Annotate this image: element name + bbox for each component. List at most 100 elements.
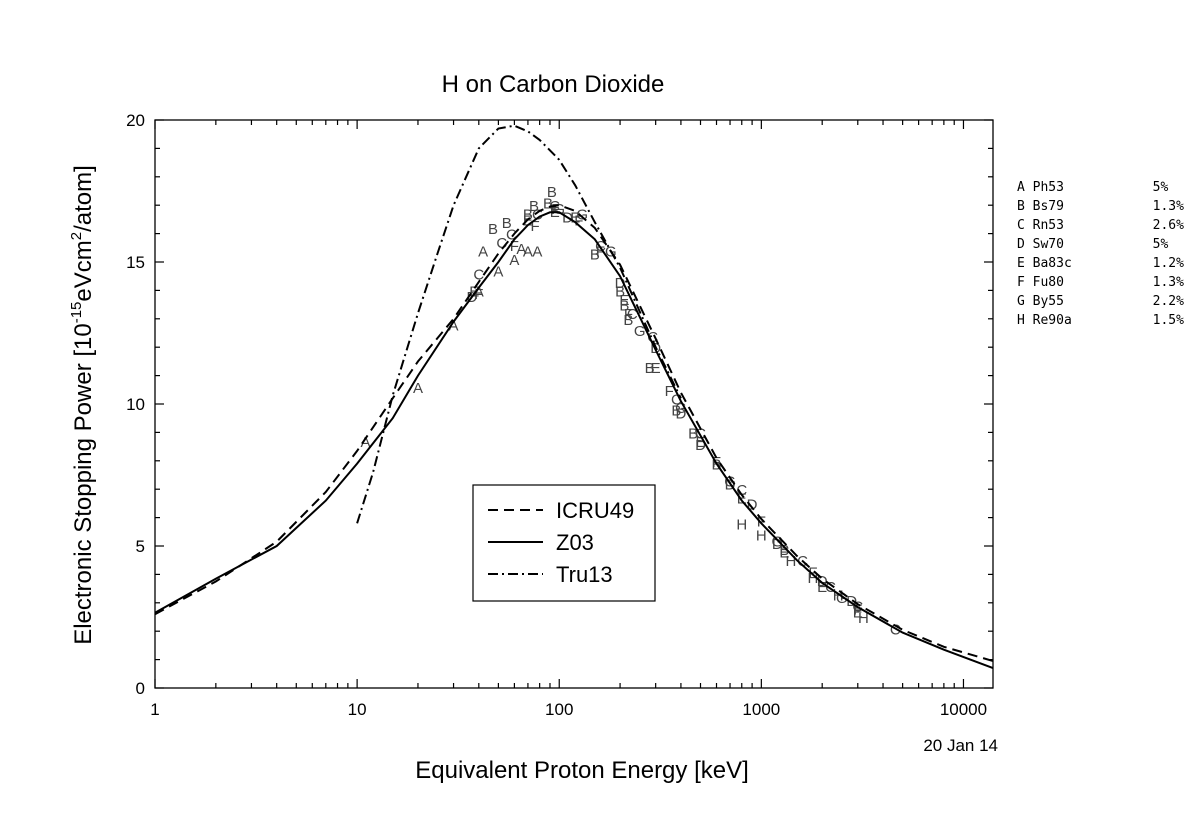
reference-row: F Fu80 1.3%	[1017, 275, 1184, 290]
data-point-c: C	[627, 306, 638, 323]
data-point-b: B	[547, 184, 557, 201]
reference-row: D Sw70 5%	[1017, 237, 1169, 252]
data-point-f: F	[808, 565, 817, 582]
y-tick-label: 20	[126, 111, 145, 130]
data-point-c: C	[890, 621, 901, 638]
data-point-f: F	[531, 218, 540, 235]
data-point-b: B	[529, 198, 539, 215]
y-tick-label: 10	[126, 395, 145, 414]
data-point-h: H	[808, 570, 819, 587]
axis-tick-labels: 1 10 100 1000 10000 0 5 10 15 20	[126, 111, 987, 719]
data-point-f: F	[551, 201, 560, 218]
y-axis-label-exp2: 2	[68, 232, 85, 240]
axis-ticks	[154, 119, 993, 689]
theory-curves	[154, 124, 994, 670]
plot-frame	[154, 119, 994, 689]
data-point-d: D	[846, 593, 857, 610]
data-point-g: G	[634, 323, 646, 340]
data-point-d: D	[695, 437, 706, 454]
data-point-b: B	[502, 215, 512, 232]
data-point-a: A	[413, 380, 423, 397]
legend-label-tru13: Tru13	[556, 562, 613, 587]
data-point-g: G	[675, 400, 687, 417]
data-point-e: E	[570, 210, 580, 227]
curve-tru13	[356, 124, 682, 524]
data-point-h: H	[736, 516, 747, 533]
data-point-f: F	[665, 383, 674, 400]
x-axis-label: Equivalent Proton Energy [keV]	[415, 757, 749, 784]
data-point-g: G	[772, 533, 784, 550]
x-tick-label: 100	[545, 700, 573, 719]
data-point-f: F	[474, 286, 483, 303]
data-point-a: A	[360, 434, 370, 451]
data-point-e: E	[779, 545, 789, 562]
data-point-e: E	[619, 292, 629, 309]
x-tick-label: 10000	[940, 700, 987, 719]
data-point-h: H	[756, 528, 767, 545]
data-point-g: G	[576, 207, 588, 224]
curve-z03	[154, 211, 994, 670]
data-point-b: B	[590, 246, 600, 263]
data-point-c: C	[473, 266, 484, 283]
data-point-g: G	[553, 201, 565, 218]
data-point-b: B	[688, 425, 698, 442]
curve-legend: ICRU49 Z03 Tru13	[472, 484, 656, 602]
data-point-a: A	[449, 317, 459, 334]
y-axis-label: Electronic Stopping Power [10-15eVcm2/at…	[68, 165, 97, 645]
data-point-b: B	[543, 195, 553, 212]
chart-title: H on Carbon Dioxide	[442, 71, 665, 98]
data-point-c: C	[825, 579, 836, 596]
data-point-h: H	[785, 553, 796, 570]
reference-row: E Ba83c 1.2%	[1017, 256, 1184, 271]
data-point-e: E	[817, 579, 827, 596]
data-point-f: F	[510, 238, 519, 255]
data-point-b: B	[779, 542, 789, 559]
data-point-f: F	[574, 212, 583, 229]
data-point-h: H	[858, 610, 869, 627]
x-tick-label: 10	[348, 700, 367, 719]
y-tick-label: 0	[136, 679, 145, 698]
data-point-c: C	[647, 329, 658, 346]
y-axis-label-mid: eVcm	[70, 240, 97, 301]
data-point-a: A	[523, 244, 533, 261]
data-point-b: B	[645, 360, 655, 377]
x-tick-label: 1000	[742, 700, 780, 719]
y-axis-label-exp1: -15	[68, 302, 85, 324]
reference-row: G By55 2.2%	[1017, 294, 1184, 309]
y-tick-label: 5	[136, 537, 145, 556]
reference-row: B Bs79 1.3%	[1017, 199, 1184, 214]
data-point-e: E	[853, 604, 863, 621]
data-point-f: F	[596, 244, 605, 261]
data-point-d: D	[817, 573, 828, 590]
data-point-b: B	[619, 298, 629, 315]
data-point-a: A	[509, 252, 519, 269]
data-point-c: C	[506, 227, 517, 244]
data-point-d: D	[675, 406, 686, 423]
y-axis-label-main: Electronic Stopping Power [10	[70, 323, 97, 645]
data-point-a: A	[493, 264, 503, 281]
data-point-b: B	[623, 312, 633, 329]
curve-icru49	[154, 204, 994, 662]
data-point-e: E	[469, 283, 479, 300]
data-point-c: C	[532, 207, 543, 224]
legend-label-z03: Z03	[556, 530, 594, 555]
data-point-f: F	[853, 601, 862, 618]
data-point-d: D	[772, 536, 783, 553]
legend-label-icru49: ICRU49	[556, 498, 634, 523]
reference-legend: A Ph53 5% B Bs79 1.3% C Rn53 2.6% D Sw70 5% …	[1017, 178, 1184, 330]
data-point-e: E	[695, 434, 705, 451]
data-point-d: D	[615, 275, 626, 292]
data-point-e: E	[523, 212, 533, 229]
reference-row: H Re90a 1.5%	[1017, 313, 1184, 328]
data-point-g: G	[836, 590, 848, 607]
data-point-b: B	[615, 283, 625, 300]
data-point-a: A	[532, 244, 542, 261]
reference-row: C Rn53 2.6%	[1017, 218, 1184, 233]
date-stamp: 20 Jan 14	[923, 736, 998, 755]
data-point-c: C	[736, 482, 747, 499]
y-tick-label: 15	[126, 253, 145, 272]
data-point-b: B	[671, 403, 681, 420]
reference-row: A Ph53 5%	[1017, 180, 1169, 195]
data-point-a: A	[516, 241, 526, 258]
svg-text:Electronic Stopping Power [10-: Electronic Stopping Power [10-15eVcm2/at…	[68, 165, 97, 645]
